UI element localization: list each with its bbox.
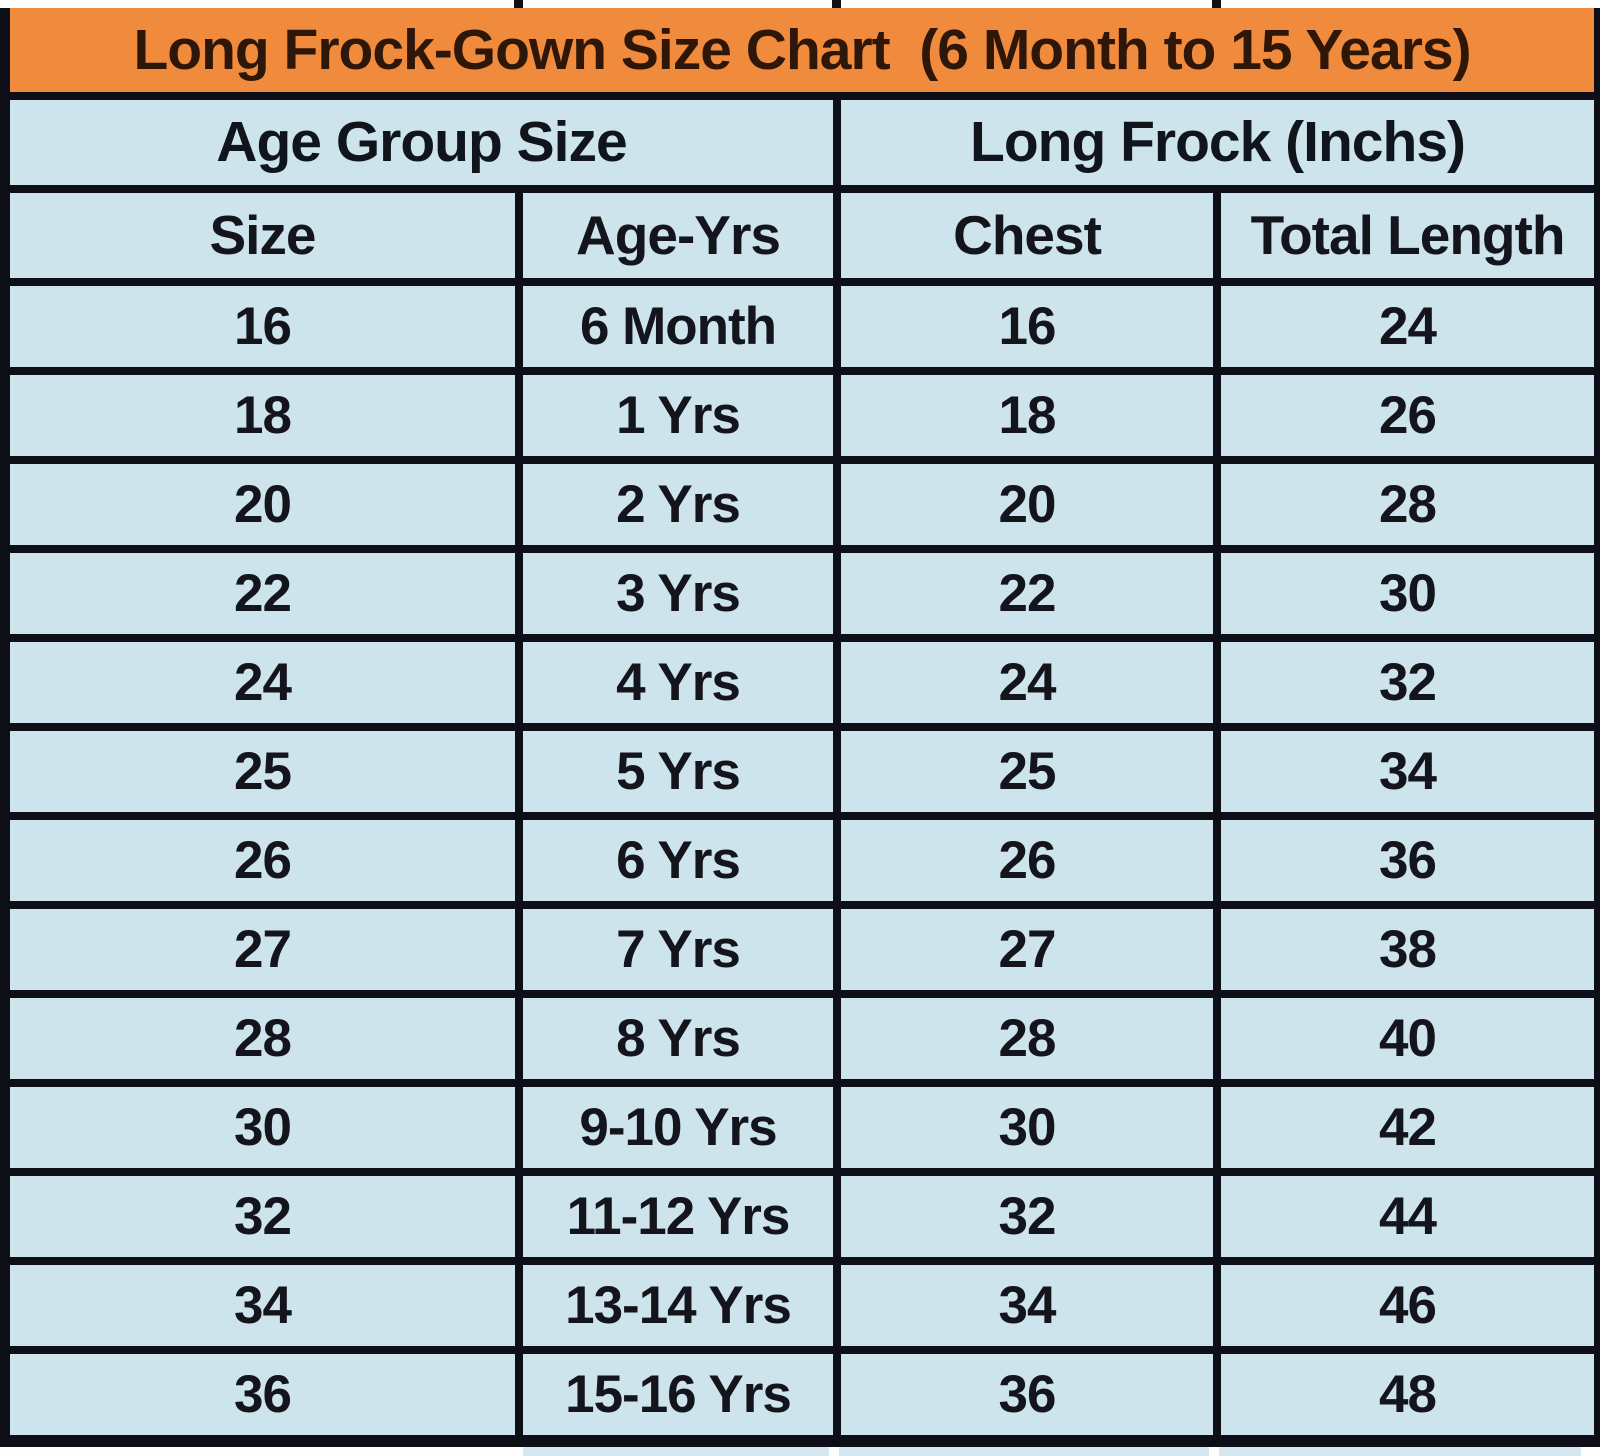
table-cell: 36: [10, 1354, 515, 1435]
table-cell: 28: [841, 998, 1213, 1079]
bottom-edge-strip: [0, 1447, 1600, 1456]
table-cell: 40: [1221, 998, 1594, 1079]
table-cell: 26: [1221, 375, 1594, 456]
table-cell: 38: [1221, 909, 1594, 990]
table-cell: 34: [1221, 731, 1594, 812]
table-cell: 7 Yrs: [523, 909, 833, 990]
table-cell: 26: [10, 820, 515, 901]
column-border-tick: [514, 0, 523, 8]
table-cell: 36: [1221, 820, 1594, 901]
table-cell: 11-12 Yrs: [523, 1176, 833, 1257]
group-header-long-frock-inchs: Long Frock (Inchs): [841, 100, 1594, 185]
column-border-tick: [1212, 0, 1221, 8]
table-cell: 8 Yrs: [523, 998, 833, 1079]
table-cell: 27: [841, 909, 1213, 990]
table-cell: 3 Yrs: [523, 553, 833, 634]
table-cell: 30: [1221, 553, 1594, 634]
cell-remnant: [523, 1447, 829, 1456]
table-cell: 28: [10, 998, 515, 1079]
table-cell: 6 Yrs: [523, 820, 833, 901]
table-cell: 15-16 Yrs: [523, 1354, 833, 1435]
table-cell: 46: [1221, 1265, 1594, 1346]
chart-title: Long Frock-Gown Size Chart (6 Month to 1…: [10, 8, 1594, 92]
table-cell: 5 Yrs: [523, 731, 833, 812]
table-cell: 32: [1221, 642, 1594, 723]
table-cell: 44: [1221, 1176, 1594, 1257]
table-cell: 4 Yrs: [523, 642, 833, 723]
top-edge-strip: [0, 0, 1600, 8]
table-cell: 24: [841, 642, 1213, 723]
table-cell: 13-14 Yrs: [523, 1265, 833, 1346]
table-cell: 32: [10, 1176, 515, 1257]
table-cell: 1 Yrs: [523, 375, 833, 456]
table-cell: 20: [841, 464, 1213, 545]
table-cell: 27: [10, 909, 515, 990]
table-cell: 22: [841, 553, 1213, 634]
table-cell: 22: [10, 553, 515, 634]
table-cell: 48: [1221, 1354, 1594, 1435]
column-border-tick: [832, 0, 841, 8]
column-header-age-yrs: Age-Yrs: [523, 193, 833, 278]
table-cell: 20: [10, 464, 515, 545]
column-header-size: Size: [10, 193, 515, 278]
table-cell: 30: [841, 1087, 1213, 1168]
table-cell: 6 Month: [523, 286, 833, 367]
column-header-chest: Chest: [841, 193, 1213, 278]
table-cell: 2 Yrs: [523, 464, 833, 545]
table-cell: 18: [841, 375, 1213, 456]
table-cell: 42: [1221, 1087, 1594, 1168]
cell-remnant: [839, 1447, 1209, 1456]
table-cell: 32: [841, 1176, 1213, 1257]
table-cell: 24: [1221, 286, 1594, 367]
table-cell: 34: [10, 1265, 515, 1346]
table-cell: 24: [10, 642, 515, 723]
table-cell: 16: [841, 286, 1213, 367]
table-cell: 18: [10, 375, 515, 456]
table-cell: 30: [10, 1087, 515, 1168]
table-cell: 34: [841, 1265, 1213, 1346]
table-cell: 36: [841, 1354, 1213, 1435]
size-chart-table: Long Frock-Gown Size Chart (6 Month to 1…: [0, 8, 1600, 1447]
table-cell: 26: [841, 820, 1213, 901]
table-cell: 25: [841, 731, 1213, 812]
group-header-age-group-size: Age Group Size: [10, 100, 833, 185]
table-cell: 25: [10, 731, 515, 812]
table-cell: 28: [1221, 464, 1594, 545]
column-header-total-length: Total Length: [1221, 193, 1594, 278]
cell-remnant: [1219, 1447, 1581, 1456]
table-cell: 16: [10, 286, 515, 367]
table-cell: 9-10 Yrs: [523, 1087, 833, 1168]
